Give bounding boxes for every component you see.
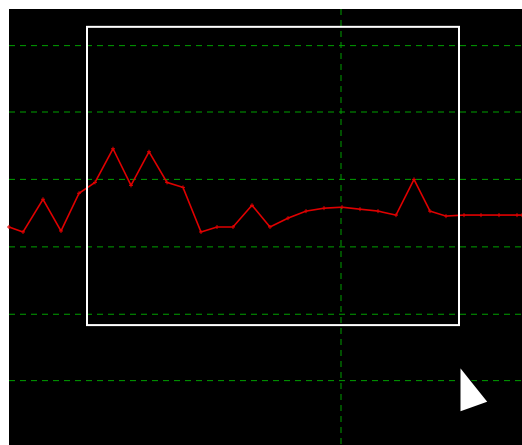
trace-point (412, 177, 416, 182)
trace-point (215, 225, 219, 229)
trace-point (428, 209, 432, 214)
arrow-pointer-icon (459, 365, 489, 413)
trace-point (165, 180, 169, 185)
trace-point (462, 213, 466, 218)
trace-point (340, 205, 344, 210)
trace-point (181, 185, 185, 190)
trace-point (322, 206, 326, 211)
trace-point (199, 229, 203, 234)
trace-point (515, 213, 519, 218)
trace-point (304, 209, 308, 214)
trace-point (286, 216, 290, 221)
trace-point (394, 213, 398, 218)
trace-point (93, 180, 97, 185)
grid-lines (9, 9, 522, 445)
trace-point (7, 225, 11, 229)
trace-point (358, 207, 362, 212)
plot-background (9, 9, 522, 445)
trace-point (231, 225, 235, 229)
selection-rectangle[interactable] (86, 25, 460, 327)
trace-point (497, 213, 501, 218)
trace-point (444, 214, 448, 219)
trace-point (250, 203, 254, 208)
trace-point (111, 146, 115, 151)
trace-point (21, 229, 25, 234)
trace-point (41, 197, 45, 202)
trace-point (376, 209, 380, 214)
trace-point (59, 228, 63, 233)
signal-trace (7, 146, 522, 234)
trace-point (129, 183, 133, 188)
trace-point (268, 225, 272, 229)
trace-point (77, 191, 81, 196)
trace-point (520, 213, 522, 218)
trace-point (479, 213, 483, 218)
trace-point (147, 149, 151, 154)
